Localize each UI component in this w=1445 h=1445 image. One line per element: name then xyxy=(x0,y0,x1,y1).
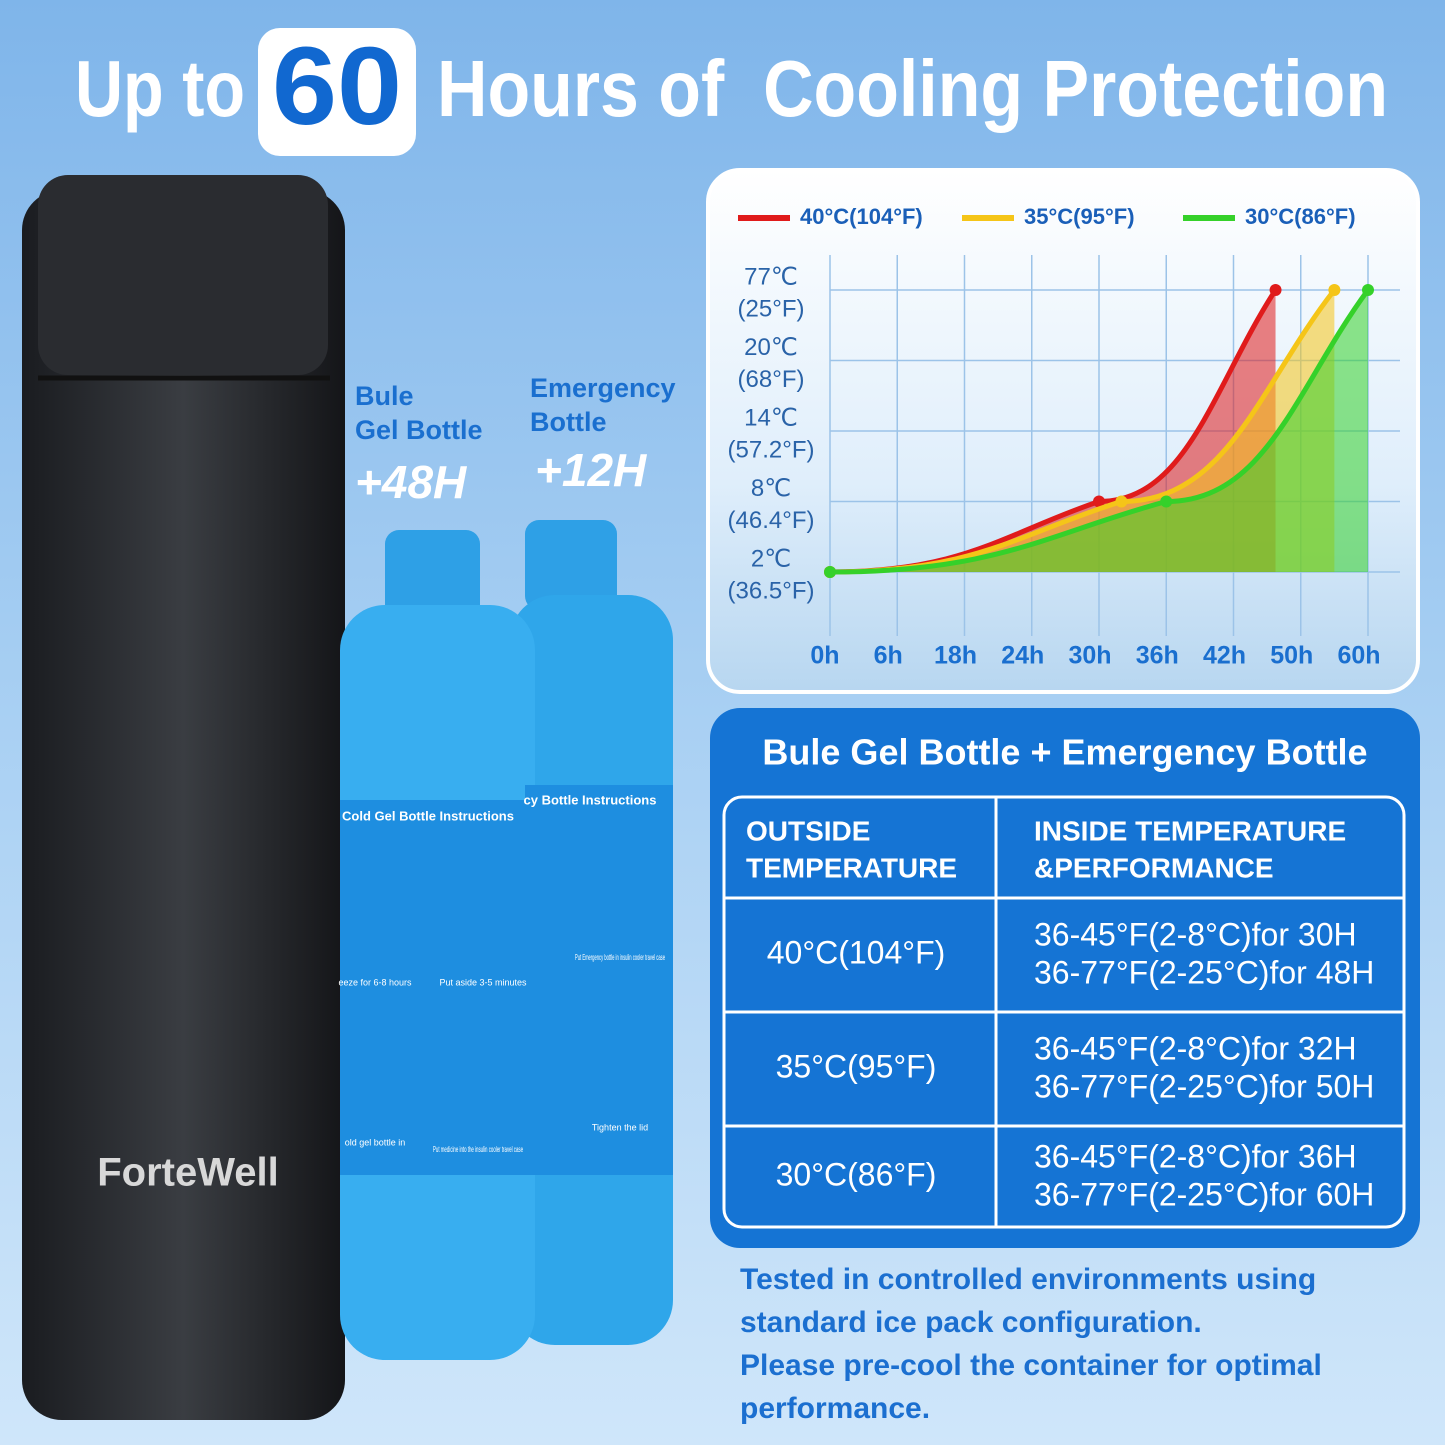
gel-hours: +48H xyxy=(355,456,467,508)
y-tick-label: 8℃ xyxy=(751,475,791,502)
y-tick-label: 20℃ xyxy=(744,334,798,361)
step-caption: eeze for 6-8 hours xyxy=(338,977,412,987)
table-rows: 40°C(104°F) 36-45°F(2-8°C)for 30H36-77°F(… xyxy=(767,916,1375,1212)
performance: 36-77°F(2-25°C)for 50H xyxy=(1034,1068,1374,1104)
emergency-label: Emergency xyxy=(530,373,676,403)
step-caption: Put medicine into the insulin cooler tra… xyxy=(433,1145,523,1154)
y-tick-label: (36.5°F) xyxy=(728,577,815,604)
table-header: TEMPERATURE xyxy=(746,852,957,883)
outside-temp: 30°C(86°F) xyxy=(776,1156,937,1192)
instructions-title: cy Bottle Instructions xyxy=(524,792,657,807)
table-panel xyxy=(710,708,1420,1248)
point xyxy=(1115,495,1128,508)
gel-label: Bule xyxy=(355,381,414,411)
bottle-cap xyxy=(525,520,617,610)
note: Please pre-cool the container for optima… xyxy=(740,1349,1322,1425)
x-tick-label: 30h xyxy=(1068,642,1111,670)
table-header: INSIDE TEMPERATURE xyxy=(1034,815,1346,846)
gel-label: Gel Bottle xyxy=(355,415,483,445)
legend-label: 35°C(95°F) xyxy=(1024,204,1135,229)
performance: 36-45°F(2-8°C)for 32H xyxy=(1034,1030,1357,1066)
emergency-label: Bottle xyxy=(530,407,607,437)
performance: 36-77°F(2-25°C)for 48H xyxy=(1034,954,1374,990)
x-tick-label: 0h xyxy=(810,642,839,670)
number-box xyxy=(258,28,416,156)
title-pre: Up to xyxy=(75,44,245,133)
chart: 0h 6h 18h 24h 30h 36h 42h 50h 60h 2℃ (36.5°F) 8℃ (46… xyxy=(728,204,1400,670)
x-tick-label: 50h xyxy=(1270,642,1313,670)
outside-temp: 40°C(104°F) xyxy=(767,934,946,970)
y-tick-label: 14℃ xyxy=(744,404,798,431)
notes: Tested in controlled environments using … xyxy=(740,1258,1390,1430)
y-tick-label: 77℃ xyxy=(744,263,798,290)
thermos-body xyxy=(22,190,345,1420)
instruction-label xyxy=(525,785,673,1175)
point xyxy=(1160,495,1173,508)
outside-temp: 35°C(95°F) xyxy=(776,1048,937,1084)
point xyxy=(1362,284,1374,296)
point xyxy=(1328,284,1341,296)
step-caption: Put Emergency bottle in insulin cooler t… xyxy=(575,953,665,962)
performance: 36-45°F(2-8°C)for 30H xyxy=(1034,916,1357,952)
point xyxy=(824,566,836,578)
title-number: 60 xyxy=(272,25,402,148)
instructions-title: Cold Gel Bottle Instructions xyxy=(342,808,514,823)
step-caption: old gel bottle in xyxy=(345,1137,406,1147)
step-caption: Tighten the lid xyxy=(592,1122,648,1132)
y-tick-label: (25°F) xyxy=(738,295,805,322)
y-tick-label: (57.2°F) xyxy=(728,436,815,463)
instruction-label xyxy=(340,800,530,1175)
x-tick-label: 42h xyxy=(1203,642,1246,670)
emergency-hours: +12H xyxy=(535,444,647,496)
legend-label: 30°C(86°F) xyxy=(1245,204,1356,229)
table-header: OUTSIDE xyxy=(746,815,870,846)
point xyxy=(1093,495,1105,508)
x-tick-label: 36h xyxy=(1136,642,1179,670)
performance: 36-45°F(2-8°C)for 36H xyxy=(1034,1138,1357,1174)
y-tick-label: (46.4°F) xyxy=(728,507,815,534)
y-tick-label: 2℃ xyxy=(751,545,791,572)
note: Tested in controlled environments using … xyxy=(740,1263,1317,1339)
x-tick-label: 60h xyxy=(1337,642,1380,670)
x-tick-label: 18h xyxy=(934,642,977,670)
brand: ForteWell xyxy=(97,1151,279,1195)
thermos-lid xyxy=(38,175,328,375)
table-header: &PERFORMANCE xyxy=(1034,852,1274,883)
performance: 36-77°F(2-25°C)for 60H xyxy=(1034,1176,1374,1212)
area xyxy=(830,290,1368,572)
point xyxy=(1269,284,1282,296)
title-post: Hours of Cooling Protection xyxy=(437,44,1388,133)
bottle-cap xyxy=(385,530,480,620)
y-tick-label: (68°F) xyxy=(738,366,805,393)
step-caption: Put aside 3-5 minutes xyxy=(439,977,527,987)
legend-label: 40°C(104°F) xyxy=(800,204,923,229)
x-tick-label: 24h xyxy=(1001,642,1044,670)
table-title: Bule Gel Bottle + Emergency Bottle xyxy=(762,732,1367,773)
x-tick-label: 6h xyxy=(874,642,903,670)
